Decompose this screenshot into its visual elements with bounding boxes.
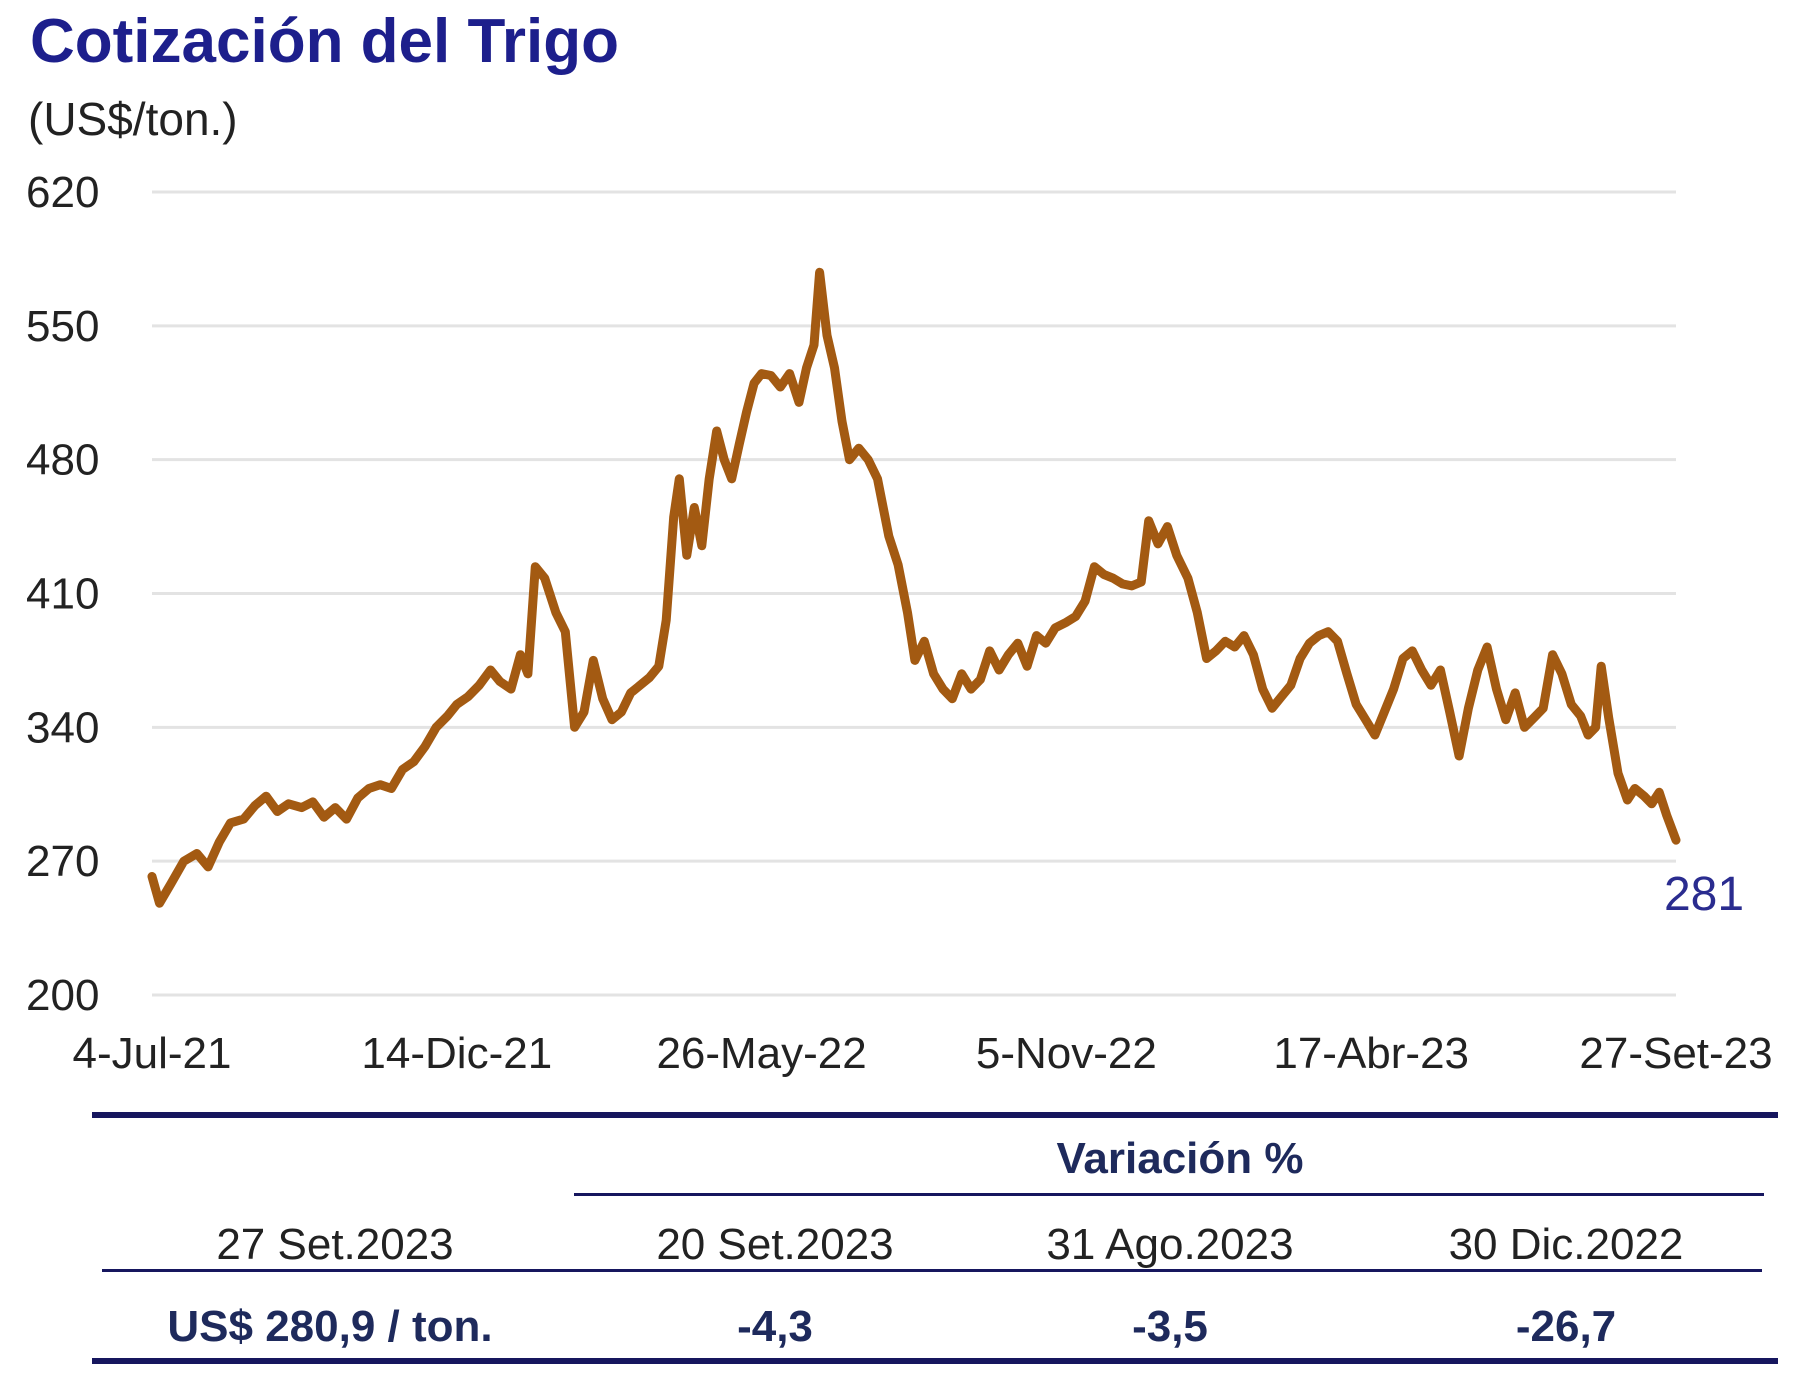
x-tick-label: 4-Jul-21 — [73, 1029, 232, 1078]
compare-date-2: 31 Ago.2023 — [1046, 1220, 1294, 1269]
y-tick-label: 550 — [26, 302, 99, 351]
table-bottom-rule — [92, 1358, 1778, 1364]
y-tick-label: 340 — [26, 703, 99, 752]
last-value-label: 281 — [1664, 868, 1744, 921]
current-value: US$ 280,9 / ton. — [167, 1302, 493, 1351]
compare-date-1: 20 Set.2023 — [656, 1220, 894, 1269]
variation-2: -3,5 — [1132, 1302, 1208, 1351]
y-tick-label: 270 — [26, 837, 99, 886]
x-axis-ticks: 4-Jul-21 14-Dic-21 26-May-22 5-Nov-22 17-Abr… — [73, 1029, 1773, 1078]
wheat-price-chart: 620 550 480 410 340 270 200 4-Jul-21 14-Dic-21 2… — [26, 168, 1773, 1078]
header-bottom-rule — [102, 1269, 1762, 1272]
compare-date-3: 30 Dic.2022 — [1448, 1220, 1684, 1269]
price-line — [147, 267, 1681, 908]
y-tick-label: 410 — [26, 570, 99, 619]
variation-3: -26,7 — [1515, 1302, 1617, 1351]
x-tick-label: 17-Abr-23 — [1273, 1029, 1469, 1078]
unit-label: (US$/ton.) — [28, 93, 238, 145]
chart-title: Cotización del Trigo — [30, 7, 620, 76]
variation-header: Variación % — [1056, 1134, 1304, 1183]
y-axis-ticks: 620 550 480 410 340 270 200 — [26, 168, 99, 1020]
grid-lines — [152, 190, 1676, 997]
y-tick-label: 200 — [26, 971, 99, 1020]
x-tick-label: 26-May-22 — [656, 1029, 866, 1078]
variation-underline — [574, 1193, 1764, 1196]
table-top-rule — [92, 1112, 1778, 1118]
x-tick-label: 14-Dic-21 — [361, 1029, 552, 1078]
x-tick-label: 5-Nov-22 — [976, 1029, 1157, 1078]
current-date: 27 Set.2023 — [216, 1220, 454, 1269]
x-tick-label: 27-Set-23 — [1579, 1029, 1772, 1078]
variation-1: -4,3 — [737, 1302, 813, 1351]
y-tick-label: 480 — [26, 436, 99, 485]
y-tick-label: 620 — [26, 168, 99, 217]
